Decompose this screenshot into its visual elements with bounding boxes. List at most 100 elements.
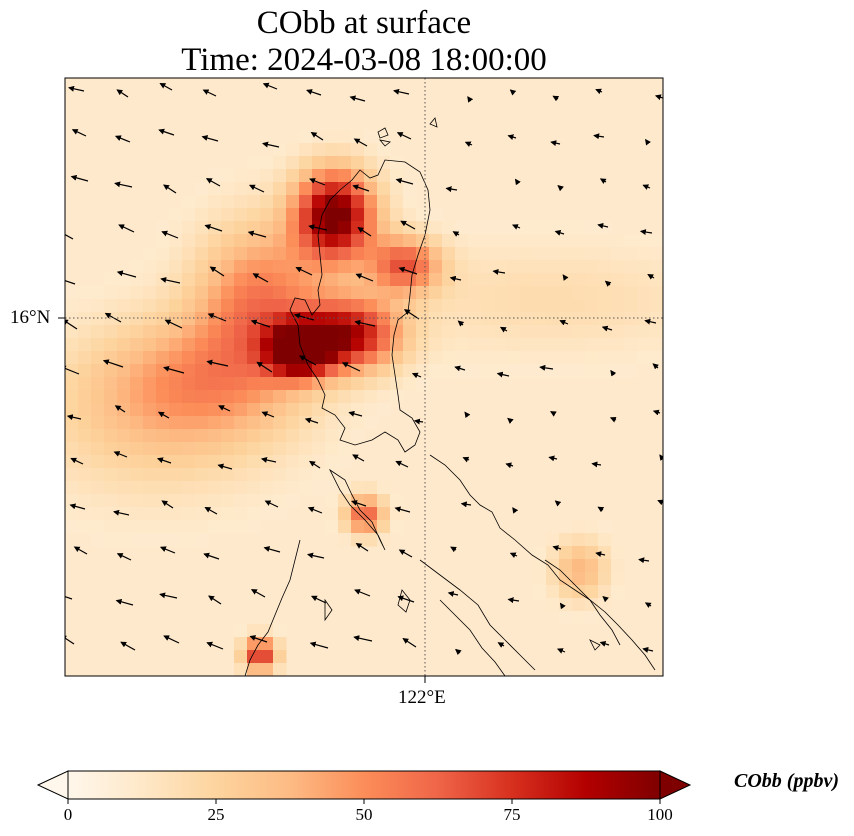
concentration-cell <box>312 312 326 326</box>
concentration-cell <box>195 403 209 417</box>
concentration-cell <box>130 338 144 352</box>
concentration-cell <box>260 169 274 183</box>
wind-arrow <box>398 266 418 275</box>
concentration-cell <box>299 156 313 170</box>
wind-arrow <box>497 642 505 648</box>
concentration-cell <box>299 286 313 300</box>
concentration-cell <box>416 325 430 339</box>
concentration-cell <box>546 598 560 612</box>
concentration-cell <box>364 416 378 430</box>
concentration-cell <box>247 390 261 404</box>
concentration-cell <box>143 468 157 482</box>
concentration-cell <box>585 299 599 313</box>
concentration-cell <box>481 260 495 274</box>
wind-arrow <box>460 501 472 508</box>
concentration-cell <box>377 390 391 404</box>
concentration-cell <box>325 377 339 391</box>
concentration-cell <box>91 338 105 352</box>
concentration-cell <box>169 390 183 404</box>
concentration-cell <box>338 481 352 495</box>
concentration-cell <box>273 325 287 339</box>
concentration-cell <box>117 325 131 339</box>
concentration-cell <box>325 195 339 209</box>
concentration-cell <box>286 442 300 456</box>
concentration-cell <box>585 572 599 586</box>
wind-arrow <box>115 598 134 606</box>
concentration-cell <box>273 351 287 365</box>
concentration-cell <box>273 377 287 391</box>
concentration-cell <box>273 338 287 352</box>
wind-arrow <box>250 589 266 598</box>
wind-arrow <box>550 411 557 417</box>
concentration-cell <box>494 338 508 352</box>
concentration-cell <box>208 390 222 404</box>
wind-arrow <box>309 641 329 649</box>
concentration-cell <box>585 234 599 248</box>
concentration-cell <box>104 299 118 313</box>
concentration-cell <box>572 234 586 248</box>
wind-arrow <box>261 411 275 418</box>
concentration-cell <box>312 325 326 339</box>
concentration-cell <box>351 338 365 352</box>
concentration-cell <box>130 481 144 495</box>
concentration-cell <box>130 455 144 469</box>
concentration-cell <box>338 143 352 157</box>
concentration-cell <box>234 312 248 326</box>
wind-arrow <box>393 88 410 95</box>
concentration-cell <box>208 429 222 443</box>
concentration-cell <box>520 234 534 248</box>
palawan-coast <box>244 539 301 676</box>
concentration-cell <box>286 286 300 300</box>
concentration-cell <box>351 247 365 261</box>
concentration-cell <box>338 130 352 144</box>
wind-arrow <box>256 361 273 373</box>
concentration-cell <box>117 494 131 508</box>
concentration-cell <box>468 286 482 300</box>
concentration-cell <box>169 234 183 248</box>
concentration-cell <box>364 221 378 235</box>
wind-arrow <box>353 138 368 147</box>
concentration-cell <box>260 247 274 261</box>
concentration-cell <box>585 559 599 573</box>
concentration-cell <box>377 351 391 365</box>
concentration-cell <box>520 338 534 352</box>
concentration-cell <box>234 637 248 651</box>
concentration-cell <box>156 533 170 547</box>
lat-tick-label: 16°N <box>10 307 51 328</box>
wind-arrow <box>341 362 361 372</box>
concentration-cell <box>455 338 469 352</box>
concentration-cell <box>182 299 196 313</box>
concentration-cell <box>325 286 339 300</box>
concentration-cell <box>312 299 326 313</box>
concentration-cell <box>221 325 235 339</box>
concentration-cell <box>533 299 547 313</box>
concentration-cell <box>78 390 92 404</box>
concentration-cell <box>351 286 365 300</box>
concentration-cell <box>273 650 287 664</box>
concentration-cell <box>117 442 131 456</box>
concentration-cell <box>338 312 352 326</box>
concentration-cell <box>598 585 612 599</box>
concentration-cell <box>325 481 339 495</box>
concentration-cell <box>169 325 183 339</box>
concentration-cell <box>286 494 300 508</box>
concentration-cell <box>637 234 651 248</box>
wind-arrow <box>652 363 659 370</box>
concentration-cell <box>273 364 287 378</box>
concentration-cell <box>403 299 417 313</box>
concentration-cell <box>325 143 339 157</box>
concentration-cell <box>117 390 131 404</box>
wind-arrow <box>396 132 412 140</box>
concentration-cell <box>611 273 625 287</box>
wind-arrow <box>206 641 224 650</box>
wind-arrow <box>310 595 327 604</box>
concentration-cell <box>247 429 261 443</box>
wind-arrow <box>70 174 89 182</box>
concentration-cell <box>546 338 560 352</box>
concentration-cell <box>286 273 300 287</box>
concentration-cell <box>208 442 222 456</box>
concentration-cell <box>208 338 222 352</box>
concentration-cell <box>156 481 170 495</box>
concentration-cell <box>390 247 404 261</box>
concentration-cell <box>104 325 118 339</box>
